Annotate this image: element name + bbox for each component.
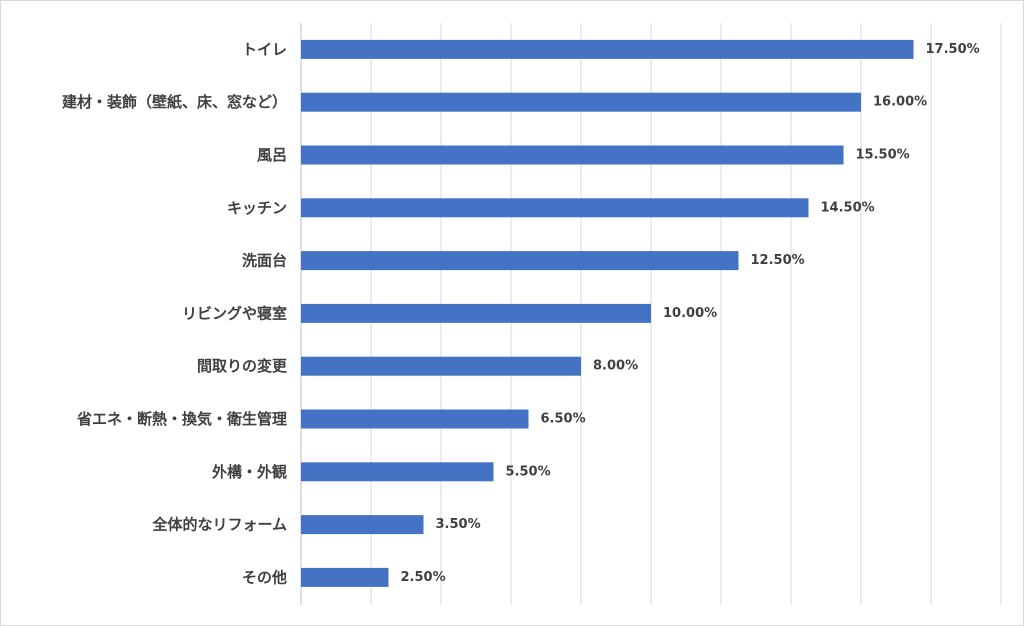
data-label: 8.00% [593,359,638,374]
data-label: 15.50% [856,148,910,163]
category-label: リビングや寝室 [182,304,287,322]
data-label: 2.50% [401,570,446,585]
bar [301,462,494,482]
data-label: 17.50% [926,42,980,57]
bar [301,567,389,587]
data-label: 14.50% [821,200,875,215]
data-label: 16.00% [873,95,927,110]
labels: トイレ 17.50% 建材・装飾（壁紙、床、窓など） 16.00% 風呂 15.50% キッ… [62,40,980,586]
data-label: 12.50% [751,253,805,268]
category-label: 風呂 [257,146,287,164]
bar [301,356,581,376]
bar [301,409,529,429]
category-label: キッチン [227,199,287,217]
category-label: その他 [242,568,287,586]
category-label: トイレ [242,40,287,58]
data-label: 3.50% [436,517,481,532]
category-label: 洗面台 [242,252,287,270]
category-label: 建材・装飾（壁紙、床、窓など） [62,93,287,111]
bar [301,198,809,218]
bar [301,251,739,271]
bars [301,39,914,587]
bar [301,92,861,112]
data-label: 10.00% [663,306,717,321]
bar [301,515,424,535]
data-label: 5.50% [506,464,551,479]
category-label: 間取りの変更 [197,357,288,375]
category-label: 外構・外観 [211,463,287,481]
bar [301,303,651,323]
category-label: 省エネ・断熱・換気・衛生管理 [76,410,287,428]
category-label: 全体的なリフォーム [151,516,287,534]
bar [301,145,844,165]
bar [301,39,914,59]
data-label: 6.50% [541,412,586,427]
